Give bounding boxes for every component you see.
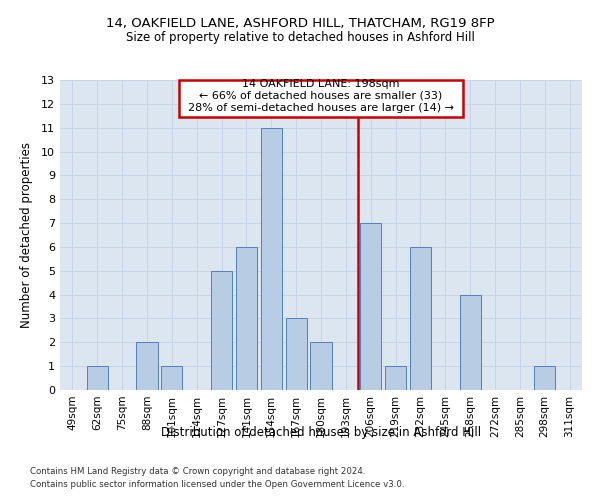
Bar [385,366,406,390]
Bar [410,247,431,390]
Bar [310,342,332,390]
Bar [161,366,182,390]
Bar [360,223,381,390]
Bar [460,294,481,390]
Text: Distribution of detached houses by size in Ashford Hill: Distribution of detached houses by size … [161,426,481,439]
Bar [236,247,257,390]
Bar [534,366,555,390]
Bar [136,342,158,390]
Text: ← 66% of detached houses are smaller (33): ← 66% of detached houses are smaller (33… [199,90,443,101]
Bar [211,271,232,390]
Text: 14, OAKFIELD LANE, ASHFORD HILL, THATCHAM, RG19 8FP: 14, OAKFIELD LANE, ASHFORD HILL, THATCHA… [106,18,494,30]
Y-axis label: Number of detached properties: Number of detached properties [20,142,32,328]
Text: Size of property relative to detached houses in Ashford Hill: Size of property relative to detached ho… [125,31,475,44]
Bar [286,318,307,390]
Text: 14 OAKFIELD LANE: 198sqm: 14 OAKFIELD LANE: 198sqm [242,80,400,90]
Bar [261,128,282,390]
FancyBboxPatch shape [179,80,463,117]
Bar [87,366,108,390]
Text: Contains public sector information licensed under the Open Government Licence v3: Contains public sector information licen… [30,480,404,489]
Text: Contains HM Land Registry data © Crown copyright and database right 2024.: Contains HM Land Registry data © Crown c… [30,467,365,476]
Text: 28% of semi-detached houses are larger (14) →: 28% of semi-detached houses are larger (… [188,103,454,113]
